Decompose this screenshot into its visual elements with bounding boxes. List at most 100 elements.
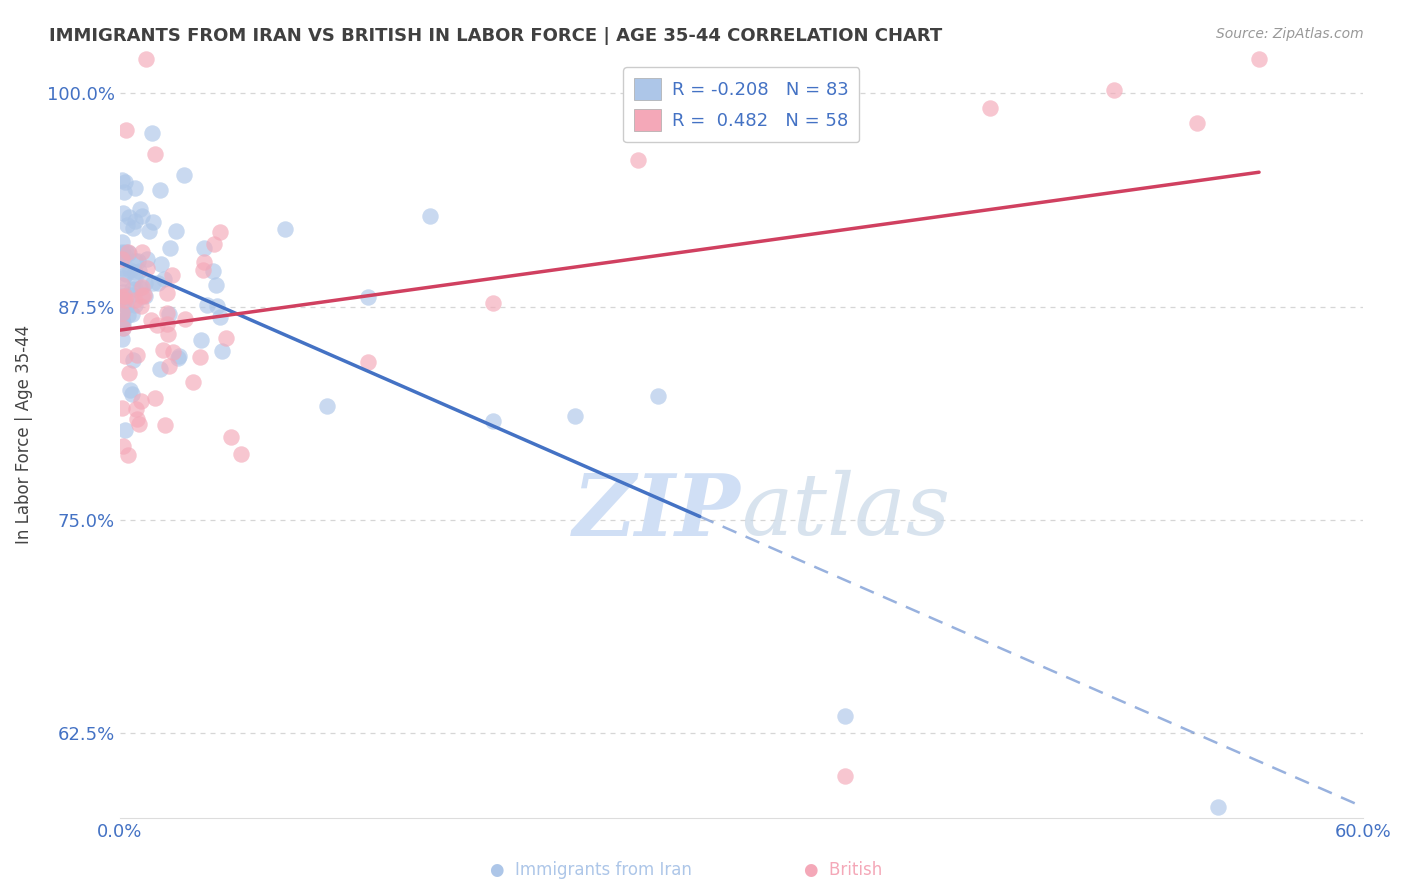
Point [181, 375, 204, 389]
Point [143, 391, 166, 405]
Point [157, 307, 180, 321]
Point [125, 348, 148, 362]
Point [124, 282, 146, 296]
Point [111, 278, 134, 293]
Point [111, 290, 134, 304]
Point [193, 254, 215, 268]
Point [202, 237, 225, 252]
Point [124, 293, 146, 307]
Point [202, 264, 225, 278]
Point [131, 289, 153, 303]
Point [141, 126, 163, 140]
Point [357, 354, 380, 368]
Text: IMMIGRANTS FROM IRAN VS BRITISH IN LABOR FORCE | AGE 35-44 CORRELATION CHART: IMMIGRANTS FROM IRAN VS BRITISH IN LABOR… [49, 27, 942, 45]
Point [125, 401, 148, 416]
Point [204, 278, 226, 293]
Point [148, 362, 170, 376]
Point [124, 253, 146, 268]
Point [121, 353, 143, 368]
Point [129, 393, 152, 408]
Point [152, 343, 174, 358]
Point [156, 327, 179, 342]
Point [274, 221, 297, 235]
Point [167, 350, 190, 364]
Point [112, 439, 135, 453]
Point [156, 318, 179, 332]
Point [357, 290, 380, 304]
Point [111, 246, 134, 260]
Point [112, 186, 135, 200]
Point [127, 254, 149, 268]
Point [138, 224, 160, 238]
Y-axis label: In Labor Force | Age 35-44: In Labor Force | Age 35-44 [15, 325, 32, 544]
Point [647, 389, 669, 403]
Point [111, 297, 134, 311]
Point [221, 430, 243, 444]
Point [114, 350, 136, 364]
Point [215, 331, 238, 345]
Point [124, 271, 146, 285]
Point [117, 448, 139, 462]
Point [156, 305, 179, 319]
Point [149, 183, 172, 197]
Point [124, 298, 146, 312]
Point [111, 316, 134, 330]
Point [117, 366, 139, 380]
Point [112, 292, 135, 306]
Point [131, 209, 153, 223]
Point [111, 308, 134, 322]
Point [121, 387, 143, 401]
Point [208, 225, 231, 239]
Point [153, 418, 176, 433]
Point [135, 261, 157, 276]
Point [626, 153, 648, 167]
Point [114, 293, 136, 307]
Point [115, 123, 138, 137]
Point [149, 257, 172, 271]
Point [111, 314, 134, 328]
Point [111, 244, 134, 259]
Point [834, 709, 856, 723]
Point [115, 267, 138, 281]
Point [114, 288, 136, 302]
Point [111, 401, 134, 415]
Point [1102, 83, 1125, 97]
Point [111, 332, 134, 346]
Point [136, 252, 159, 267]
Text: atlas: atlas [741, 470, 950, 553]
Text: Source: ZipAtlas.com: Source: ZipAtlas.com [1216, 27, 1364, 41]
Point [979, 101, 1001, 115]
Point [111, 252, 134, 267]
Point [207, 299, 229, 313]
Point [191, 263, 214, 277]
Point [112, 270, 135, 285]
Point [117, 244, 139, 259]
Point [173, 169, 195, 183]
Legend: R = -0.208   N = 83, R =  0.482   N = 58: R = -0.208 N = 83, R = 0.482 N = 58 [623, 68, 859, 142]
Point [165, 224, 187, 238]
Point [131, 280, 153, 294]
Point [146, 318, 169, 332]
Point [117, 308, 139, 322]
Point [209, 310, 232, 325]
Text: ZIP: ZIP [574, 469, 741, 553]
Point [162, 345, 184, 359]
Point [1185, 116, 1208, 130]
Point [125, 411, 148, 425]
Point [143, 147, 166, 161]
Point [162, 268, 184, 282]
Point [142, 276, 165, 290]
Point [1247, 52, 1270, 66]
Point [124, 181, 146, 195]
Point [124, 213, 146, 227]
Point [146, 276, 169, 290]
Point [114, 245, 136, 260]
Point [139, 312, 162, 326]
Point [481, 296, 503, 310]
Point [121, 307, 143, 321]
Point [111, 285, 134, 299]
Point [118, 262, 141, 277]
Point [112, 260, 135, 275]
Point [111, 312, 134, 326]
Point [120, 383, 142, 397]
